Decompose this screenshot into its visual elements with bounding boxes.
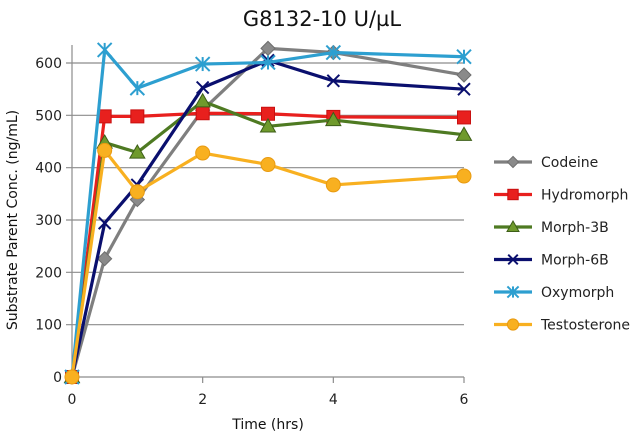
x-axis-label: Time (hrs): [231, 417, 304, 433]
point-hydromorph: [457, 110, 471, 125]
legend-marker: [506, 318, 520, 331]
series: [63, 40, 473, 385]
x-tick-label: 2: [198, 392, 207, 408]
x-tick-label: 6: [460, 392, 469, 408]
series-testosterone: [64, 142, 472, 385]
line-morph-3b: [70, 99, 465, 378]
legend-marker: [506, 219, 520, 232]
series-oxymorph: [64, 42, 472, 385]
legend-item-codeine: Codeine: [494, 155, 598, 171]
chart-title: G8132-10 U/µL: [243, 7, 401, 31]
point-testosterone: [97, 142, 113, 158]
y-tick-label: 300: [35, 213, 62, 229]
legend-item-oxymorph: Oxymorph: [494, 285, 614, 301]
legend-marker: [507, 188, 519, 201]
point-morph-6b: [97, 216, 112, 230]
point-testosterone: [195, 145, 211, 161]
point-codeine: [260, 40, 276, 57]
point-morph-6b: [457, 82, 471, 96]
point-oxymorph: [456, 49, 472, 65]
point-oxymorph: [325, 44, 342, 61]
axes: 0 100 200 300 400 500 600 0 2 4 6: [35, 45, 469, 408]
series-codeine: [64, 40, 472, 385]
legend-item-hydromorph: Hydromorph: [494, 188, 628, 204]
point-hydromorph: [130, 109, 145, 124]
point-codeine: [456, 67, 472, 83]
point-testosterone: [129, 184, 145, 200]
legend-item-morph-6b: Morph-6B: [494, 253, 609, 269]
legend-label: Testosterone: [540, 318, 630, 334]
point-oxymorph: [96, 42, 113, 58]
point-morph-3b: [455, 126, 473, 141]
legend-label: Codeine: [541, 155, 598, 171]
x-tick-label: 0: [68, 392, 77, 408]
legend-marker: [507, 253, 519, 266]
point-hydromorph: [195, 106, 210, 121]
point-codeine: [96, 251, 113, 267]
point-testosterone: [456, 168, 472, 184]
point-oxymorph: [194, 56, 211, 72]
line-codeine: [70, 46, 465, 378]
legend-marker: [506, 285, 520, 299]
legend: Codeine Hydromorph Morph-3B Morph-6B Oxymorp…: [494, 155, 630, 334]
y-tick-label: 0: [53, 370, 62, 386]
x-tick-label: 4: [329, 392, 338, 408]
y-tick-label: 200: [35, 265, 62, 281]
y-tick-label: 600: [35, 56, 62, 72]
legend-marker: [506, 155, 520, 169]
legend-item-testosterone: Testosterone: [494, 318, 630, 334]
point-testosterone: [325, 177, 341, 193]
series-morph-3b: [63, 92, 473, 384]
point-morph-6b: [195, 80, 210, 95]
y-tick-label: 400: [35, 161, 62, 177]
point-morph-6b: [326, 74, 341, 88]
y-tick-label: 500: [35, 108, 62, 124]
y-tick-label: 100: [35, 318, 62, 334]
point-oxymorph: [260, 54, 276, 71]
line-testosterone: [70, 148, 465, 378]
point-morph-3b: [128, 143, 146, 159]
point-morph-3b: [259, 117, 277, 133]
point-oxymorph: [129, 80, 146, 96]
y-axis-label: Substrate Parent Conc. (ng/mL): [5, 110, 21, 330]
point-hydromorph: [97, 109, 112, 124]
legend-item-morph-3b: Morph-3B: [494, 219, 609, 236]
point-morph-3b: [194, 92, 212, 108]
legend-label: Morph-6B: [541, 253, 609, 269]
legend-label: Oxymorph: [541, 285, 614, 301]
legend-label: Morph-3B: [541, 220, 609, 236]
point-testosterone: [260, 157, 276, 173]
line-hydromorph: [70, 111, 465, 378]
legend-label: Hydromorph: [541, 188, 628, 204]
point-morph-3b: [324, 111, 342, 127]
point-testosterone: [64, 369, 80, 385]
